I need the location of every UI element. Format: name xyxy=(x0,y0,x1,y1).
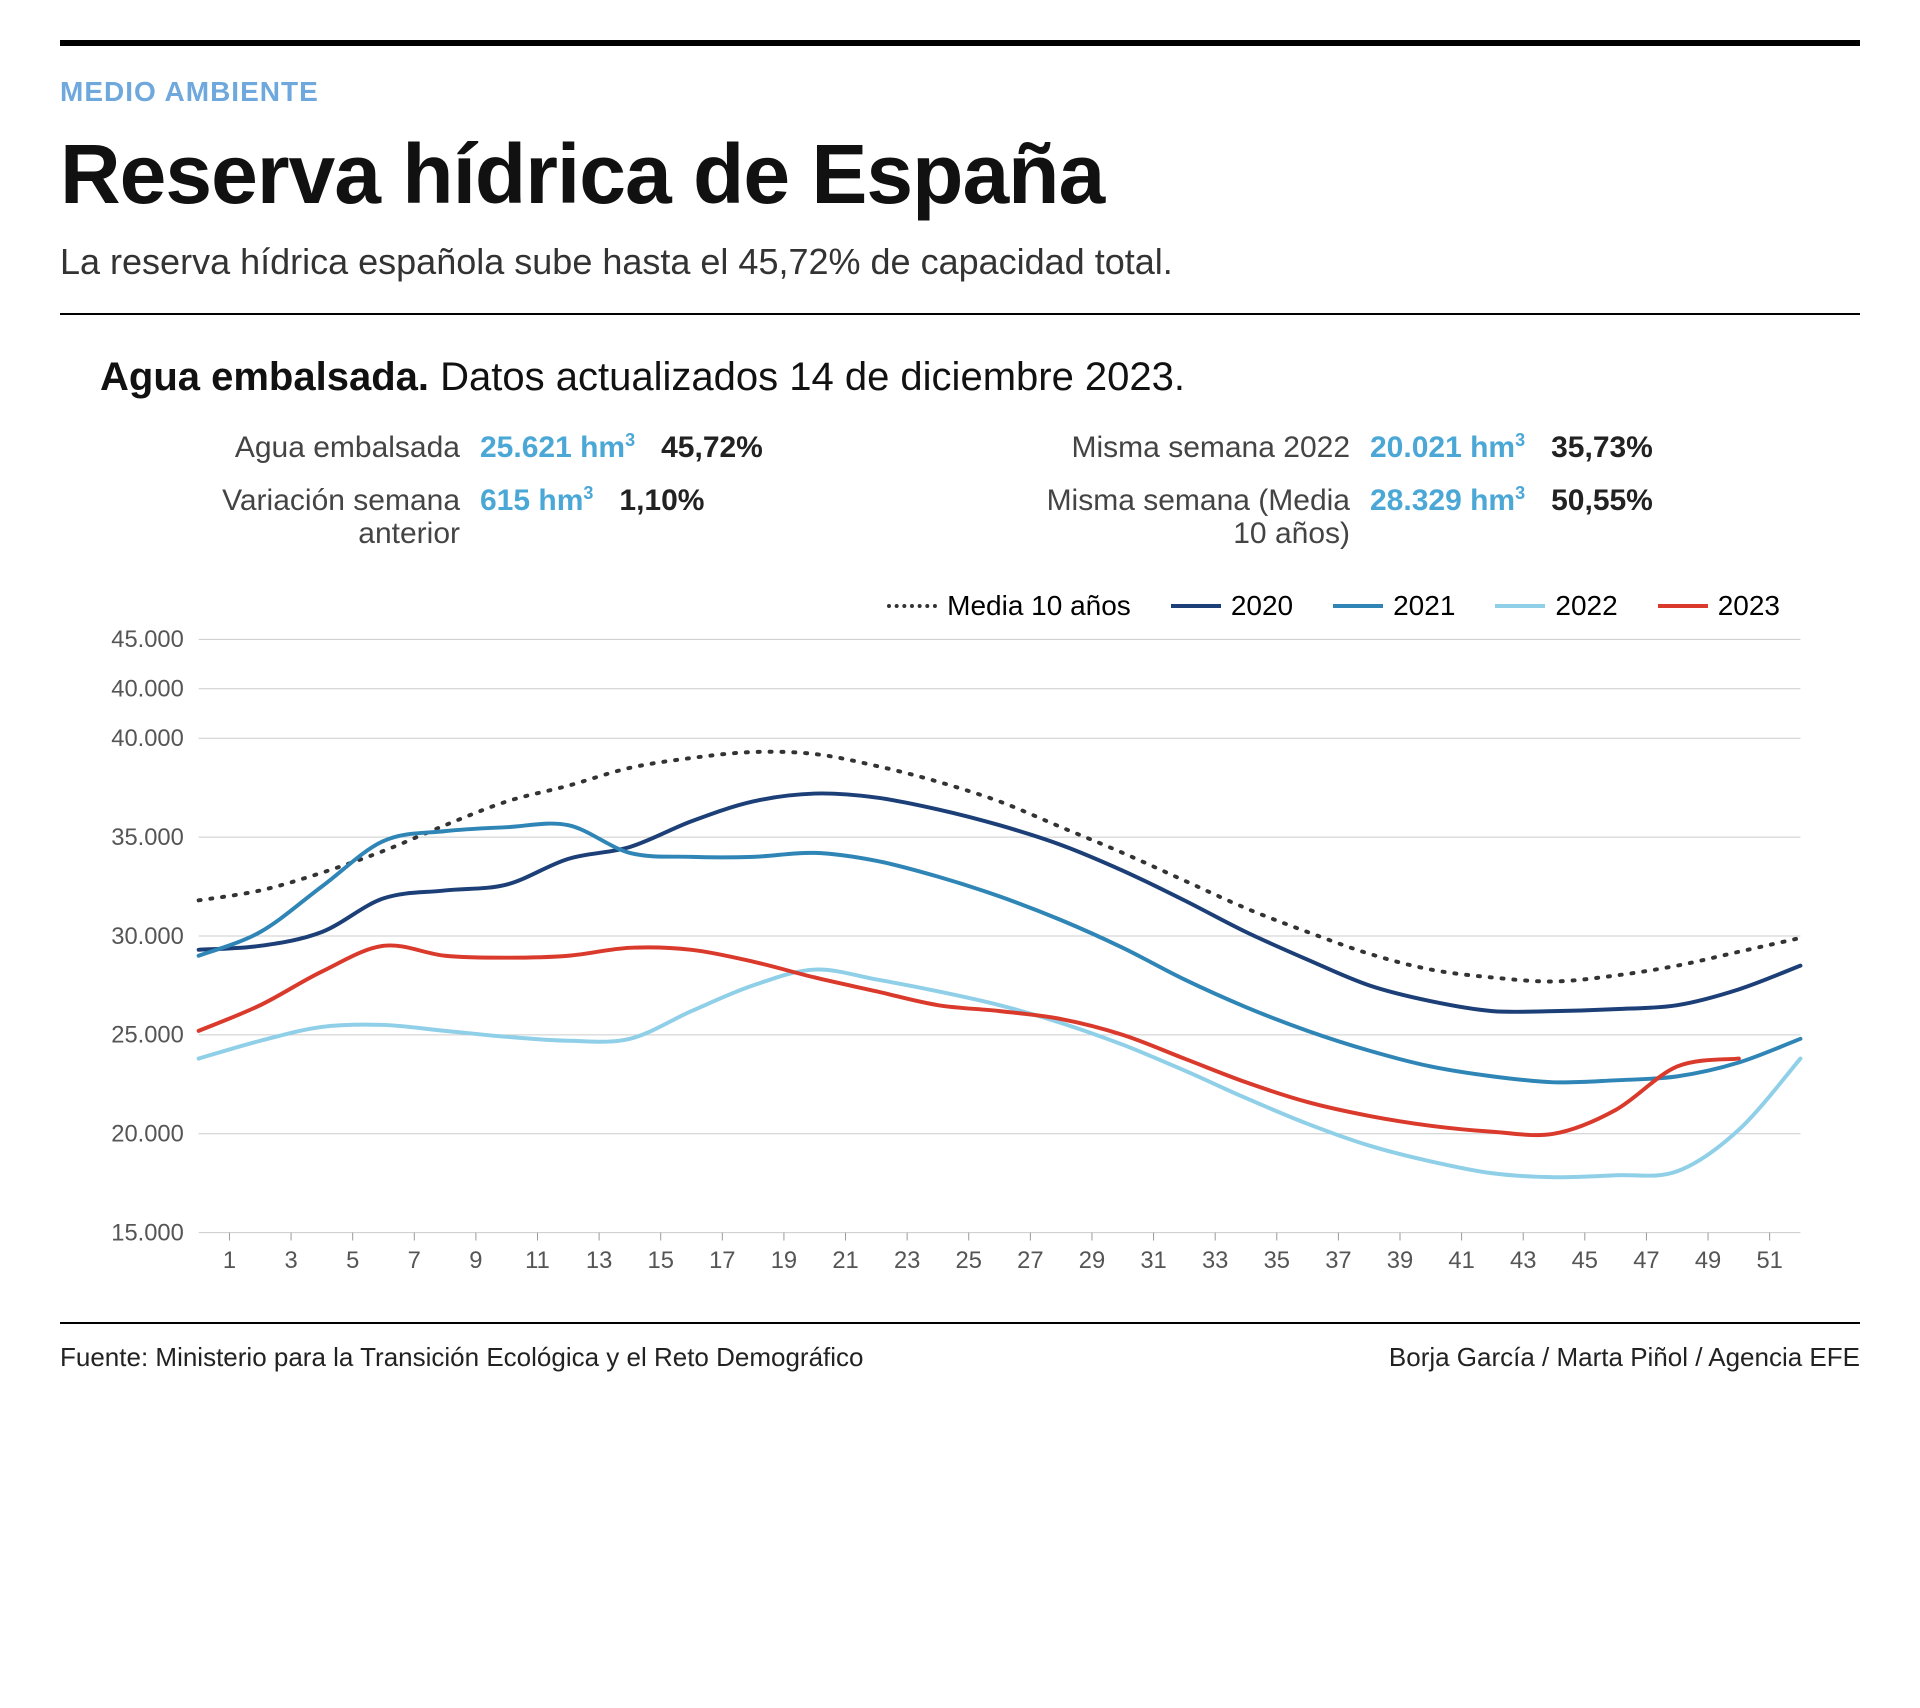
svg-text:15: 15 xyxy=(648,1248,674,1274)
stat-value-pct: 1,10% xyxy=(619,484,704,518)
svg-text:51: 51 xyxy=(1756,1248,1782,1274)
svg-text:43: 43 xyxy=(1510,1248,1536,1274)
stat-row: Variación semana anterior615 hm3 1,10% xyxy=(120,483,910,550)
legend-label: 2022 xyxy=(1555,590,1617,622)
svg-text:35.000: 35.000 xyxy=(111,825,184,851)
svg-text:33: 33 xyxy=(1202,1248,1228,1274)
legend-swatch xyxy=(1171,604,1221,608)
line-chart: 15.000 20.000 25.000 30.000 35.000 40.000 40.0… xyxy=(80,580,1840,1292)
stat-value-hm: 25.621 hm3 xyxy=(480,430,635,465)
svg-text:45: 45 xyxy=(1572,1248,1598,1274)
svg-text:40.000: 40.000 xyxy=(111,726,184,752)
stat-value-hm: 28.329 hm3 xyxy=(1370,483,1525,518)
legend-label: 2023 xyxy=(1718,590,1780,622)
stat-value-pct: 35,73% xyxy=(1551,431,1653,465)
svg-text:45.000: 45.000 xyxy=(111,627,184,653)
svg-text:35: 35 xyxy=(1264,1248,1290,1274)
legend-item: 2021 xyxy=(1333,590,1455,622)
section-title-bold: Agua embalsada. xyxy=(100,355,429,399)
page-subtitle: La reserva hídrica española sube hasta e… xyxy=(60,241,1860,283)
series-2023 xyxy=(199,945,1739,1135)
svg-text:5: 5 xyxy=(346,1248,359,1274)
svg-text:49: 49 xyxy=(1695,1248,1721,1274)
series-2022 xyxy=(199,969,1801,1177)
svg-text:40.000: 40.000 xyxy=(111,677,184,703)
svg-text:1: 1 xyxy=(223,1248,236,1274)
mid-rule xyxy=(60,313,1860,315)
stat-row: Agua embalsada25.621 hm3 45,72% xyxy=(120,430,910,465)
svg-text:27: 27 xyxy=(1017,1248,1043,1274)
legend-label: Media 10 años xyxy=(947,590,1131,622)
stat-row: Misma semana 202220.021 hm3 35,73% xyxy=(1010,430,1800,465)
page-title: Reserva hídrica de España xyxy=(60,126,1860,223)
series-media-10-años xyxy=(199,752,1801,982)
footer: Fuente: Ministerio para la Transición Ec… xyxy=(60,1342,1860,1373)
svg-text:30.000: 30.000 xyxy=(111,924,184,950)
stats-grid: Agua embalsada25.621 hm3 45,72% Misma sema… xyxy=(120,430,1800,550)
legend-item: 2023 xyxy=(1658,590,1780,622)
section-title: Agua embalsada. Datos actualizados 14 de… xyxy=(100,355,1860,400)
svg-text:17: 17 xyxy=(709,1248,735,1274)
svg-text:13: 13 xyxy=(586,1248,612,1274)
stat-value-pct: 45,72% xyxy=(661,431,763,465)
legend-swatch xyxy=(887,604,937,608)
legend-item: Media 10 años xyxy=(887,590,1131,622)
stat-label: Misma semana 2022 xyxy=(1010,431,1370,464)
footer-rule xyxy=(60,1322,1860,1324)
svg-text:20.000: 20.000 xyxy=(111,1122,184,1148)
stat-label: Misma semana (Media 10 años) xyxy=(1010,484,1370,550)
top-rule xyxy=(60,40,1860,46)
stat-value-hm: 615 hm3 xyxy=(480,483,593,518)
svg-text:3: 3 xyxy=(284,1248,297,1274)
legend-swatch xyxy=(1658,604,1708,608)
legend-label: 2021 xyxy=(1393,590,1455,622)
svg-text:37: 37 xyxy=(1325,1248,1351,1274)
chart-legend: Media 10 años 2020 2021 2022 2023 xyxy=(887,590,1780,622)
legend-item: 2020 xyxy=(1171,590,1293,622)
svg-text:41: 41 xyxy=(1448,1248,1474,1274)
svg-text:39: 39 xyxy=(1387,1248,1413,1274)
legend-item: 2022 xyxy=(1495,590,1617,622)
svg-text:21: 21 xyxy=(832,1248,858,1274)
footer-credit: Borja García / Marta Piñol / Agencia EFE xyxy=(1389,1342,1860,1373)
svg-text:25.000: 25.000 xyxy=(111,1023,184,1049)
svg-text:47: 47 xyxy=(1633,1248,1659,1274)
stat-value-hm: 20.021 hm3 xyxy=(1370,430,1525,465)
svg-text:11: 11 xyxy=(525,1248,550,1274)
stat-row: Misma semana (Media 10 años)28.329 hm3 50… xyxy=(1010,483,1800,550)
svg-text:15.000: 15.000 xyxy=(111,1220,184,1246)
stat-label: Agua embalsada xyxy=(120,431,480,464)
svg-text:23: 23 xyxy=(894,1248,920,1274)
stat-label: Variación semana anterior xyxy=(120,484,480,550)
legend-swatch xyxy=(1333,604,1383,608)
stat-value-pct: 50,55% xyxy=(1551,484,1653,518)
footer-source: Fuente: Ministerio para la Transición Ec… xyxy=(60,1342,864,1373)
svg-text:9: 9 xyxy=(469,1248,482,1274)
svg-text:7: 7 xyxy=(408,1248,421,1274)
legend-label: 2020 xyxy=(1231,590,1293,622)
svg-text:19: 19 xyxy=(771,1248,797,1274)
section-title-rest: Datos actualizados 14 de diciembre 2023. xyxy=(429,355,1185,399)
chart-container: Media 10 años 2020 2021 2022 2023 15.000 20.0… xyxy=(80,580,1840,1292)
legend-swatch xyxy=(1495,604,1545,608)
svg-text:25: 25 xyxy=(956,1248,982,1274)
svg-text:29: 29 xyxy=(1079,1248,1105,1274)
category-label: MEDIO AMBIENTE xyxy=(60,76,1860,108)
svg-text:31: 31 xyxy=(1140,1248,1166,1274)
